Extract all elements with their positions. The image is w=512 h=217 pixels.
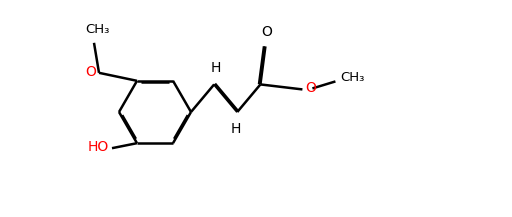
Text: HO: HO: [88, 140, 109, 154]
Text: H: H: [231, 122, 242, 136]
Text: O: O: [261, 25, 272, 39]
Text: H: H: [211, 61, 221, 76]
Text: CH₃: CH₃: [340, 71, 365, 84]
Text: O: O: [86, 65, 96, 79]
Text: CH₃: CH₃: [85, 23, 109, 36]
Text: O: O: [305, 81, 316, 95]
